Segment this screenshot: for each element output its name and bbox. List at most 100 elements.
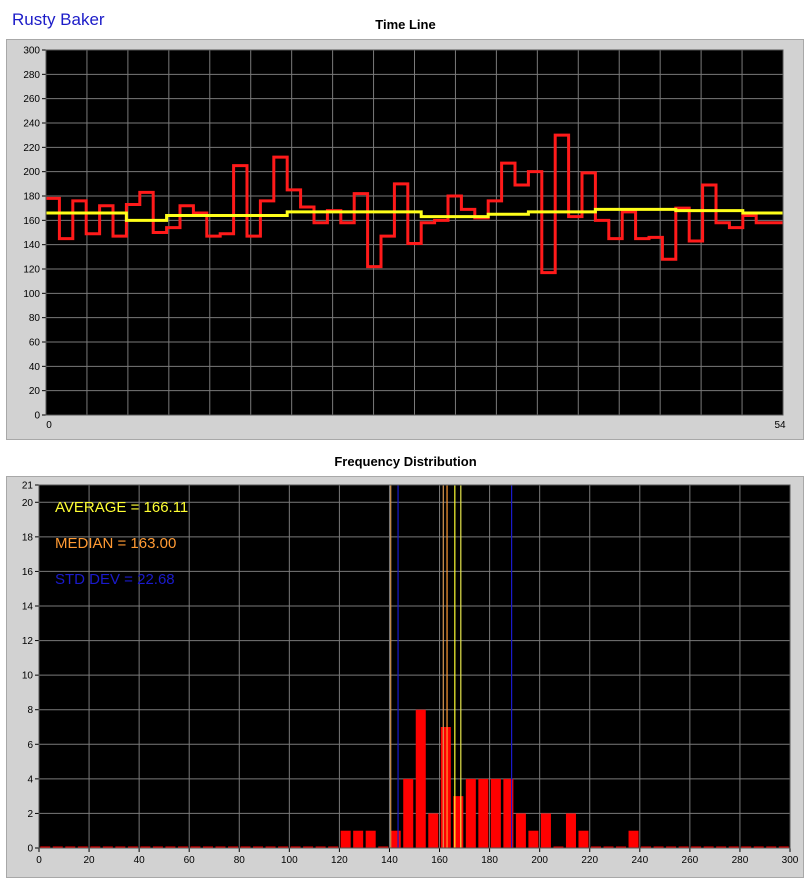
- stat-annotation: AVERAGE = 166.11: [55, 499, 188, 516]
- histogram-bar: [603, 846, 614, 848]
- histogram-bar: [503, 778, 514, 848]
- x-tick-label: 300: [782, 855, 799, 866]
- histogram-bar: [691, 846, 702, 848]
- x-tick-label: 54: [774, 420, 786, 431]
- y-tick-label: 200: [23, 167, 40, 178]
- histogram-bar: [340, 830, 351, 848]
- frequency-chart: 0 20 40 60 80 100 120 140 160 180 200 220 240 260 280 3…: [6, 476, 804, 878]
- histogram-bar: [490, 778, 501, 848]
- histogram-bar: [328, 846, 339, 848]
- frequency-chart-title: Frequency Distribution: [334, 454, 477, 469]
- histogram-bar: [65, 846, 76, 848]
- histogram-bar: [190, 846, 201, 848]
- histogram-bar: [240, 846, 251, 848]
- plot-area: [39, 485, 790, 848]
- y-tick-label: 120: [23, 265, 40, 276]
- x-tick-label: 20: [84, 855, 96, 866]
- y-tick-label: 10: [22, 671, 34, 682]
- histogram-bar: [152, 846, 163, 848]
- histogram-bar: [428, 813, 439, 848]
- histogram-bar: [565, 813, 576, 848]
- x-tick-label: 200: [531, 855, 548, 866]
- running-average-line: [46, 207, 783, 222]
- stat-annotation: STD DEV = 22.68: [55, 571, 175, 588]
- histogram-bar: [90, 846, 101, 848]
- y-tick-label: 140: [23, 240, 40, 251]
- histogram-bar: [177, 846, 188, 848]
- histogram-bar: [440, 727, 451, 848]
- x-tick-label: 280: [732, 855, 749, 866]
- histogram-bar: [741, 846, 752, 848]
- histogram-bar: [678, 846, 689, 848]
- histogram-bar: [465, 778, 476, 848]
- histogram-bar: [453, 796, 464, 848]
- histogram-bar: [628, 830, 639, 848]
- x-tick-label: 260: [682, 855, 699, 866]
- histogram-bar: [303, 846, 314, 848]
- app-title: Rusty Baker: [12, 10, 105, 29]
- y-tick-label: 6: [27, 740, 33, 751]
- histogram-bar: [353, 830, 364, 848]
- histogram-bar: [140, 846, 151, 848]
- histogram-bar: [278, 846, 289, 848]
- histogram-bar: [703, 846, 714, 848]
- x-tick-label: 100: [281, 855, 298, 866]
- histogram-bar: [415, 709, 426, 848]
- timeline-chart: 0 20 40 60 80 100 120 140 160 180 200 220 240 260 280 3…: [6, 39, 804, 440]
- histogram-bar: [40, 846, 51, 848]
- histogram-bar: [202, 846, 213, 848]
- x-tick-label: 60: [184, 855, 196, 866]
- frequency-plot: 0 20 40 60 80 100 120 140 160 180 200 220 240 260 280 3…: [22, 481, 799, 867]
- stat-annotation: MEDIAN = 163.00: [55, 535, 176, 552]
- x-tick-label: 40: [134, 855, 146, 866]
- y-tick-label: 8: [27, 705, 33, 716]
- histogram-bar: [253, 846, 264, 848]
- y-tick-label: 20: [22, 498, 34, 509]
- histogram-bar: [315, 846, 326, 848]
- histogram-bar: [478, 778, 489, 848]
- histogram-bar: [528, 830, 539, 848]
- plot-border: [38, 484, 791, 849]
- y-tick-label: 14: [22, 602, 34, 613]
- y-tick-label: 220: [23, 143, 40, 154]
- y-tick-label: 280: [23, 70, 40, 81]
- histogram-bar: [378, 846, 389, 848]
- x-tick-label: 80: [234, 855, 246, 866]
- histogram-bar: [403, 778, 414, 848]
- histogram-bar: [102, 846, 113, 848]
- y-tick-label: 2: [27, 809, 33, 820]
- histogram-bar: [127, 846, 138, 848]
- y-tick-label: 240: [23, 119, 40, 130]
- histogram-bar: [553, 846, 564, 848]
- x-tick-label: 160: [431, 855, 448, 866]
- y-tick-label: 0: [34, 411, 40, 422]
- histogram-bar: [753, 846, 764, 848]
- histogram-bar: [365, 830, 376, 848]
- histogram-bar: [52, 846, 63, 848]
- y-tick-label: 21: [22, 481, 34, 492]
- histogram-bar: [165, 846, 176, 848]
- histogram-bar: [590, 846, 601, 848]
- y-tick-label: 20: [29, 386, 41, 397]
- histogram-bar: [540, 813, 551, 848]
- x-tick-label: 140: [381, 855, 398, 866]
- histogram-bar: [728, 846, 739, 848]
- histogram-bar: [666, 846, 677, 848]
- histogram-bar: [290, 846, 301, 848]
- y-tick-label: 18: [22, 532, 34, 543]
- timeline-chart-title: Time Line: [375, 17, 436, 32]
- y-tick-label: 16: [22, 567, 34, 578]
- y-tick-label: 80: [29, 313, 41, 324]
- histogram-bar: [766, 846, 777, 848]
- x-tick-label: 180: [481, 855, 498, 866]
- x-tick-label: 220: [581, 855, 598, 866]
- timeline-series-line: [46, 133, 783, 275]
- histogram-bar: [578, 830, 589, 848]
- histogram-bar: [778, 846, 789, 848]
- histogram-bar: [265, 846, 276, 848]
- x-tick-label: 0: [36, 855, 42, 866]
- histogram-bar: [653, 846, 664, 848]
- timeline-plot: 0 20 40 60 80 100 120 140 160 180 200 220 240 260 280 3…: [23, 46, 786, 432]
- y-tick-label: 300: [23, 46, 40, 57]
- histogram-bar: [228, 846, 239, 848]
